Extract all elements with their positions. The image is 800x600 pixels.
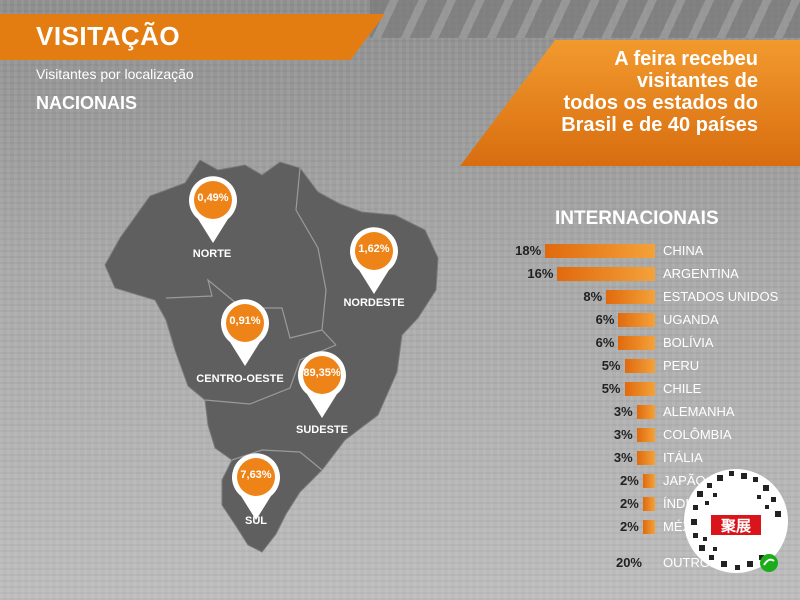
headline: A feira recebeu visitantes de todos os e… bbox=[540, 48, 758, 136]
bar bbox=[618, 336, 655, 350]
bar-category-label: JAPÃO bbox=[663, 473, 706, 488]
bar bbox=[642, 520, 655, 534]
bar-row: 18% CHINA bbox=[500, 241, 800, 261]
bar-row: 6% UGANDA bbox=[500, 310, 800, 330]
qr-badge-text: 聚展 bbox=[720, 517, 751, 535]
pin-sul: 7,63% bbox=[227, 452, 285, 522]
bar-category-label: CHINA bbox=[663, 243, 704, 258]
bar-value-label: 3% bbox=[613, 450, 633, 465]
bar-value-label: 3% bbox=[613, 427, 633, 442]
bar-value-label: 2% bbox=[620, 519, 639, 534]
pin-sudeste: 89,35% bbox=[293, 350, 351, 420]
bar bbox=[606, 290, 655, 304]
bar-category-label: PERU bbox=[663, 358, 700, 373]
bar bbox=[642, 474, 655, 488]
bar bbox=[636, 405, 655, 419]
bar-row: 5% CHILE bbox=[500, 379, 800, 399]
pin-norte: 0,49% bbox=[184, 175, 242, 245]
bar-value-label: 3% bbox=[613, 404, 633, 419]
headline-line: Brasil e de 40 países bbox=[561, 114, 758, 136]
bar-value-label: 8% bbox=[583, 289, 603, 304]
bar-value-label: 6% bbox=[595, 312, 615, 327]
bar-category-label: ARGENTINA bbox=[663, 266, 739, 281]
bar bbox=[618, 313, 655, 327]
bar bbox=[642, 497, 655, 511]
headline-line: A feira recebeu bbox=[614, 48, 758, 70]
bar-category-label: BOLÍVIA bbox=[663, 335, 714, 350]
title-banner bbox=[0, 14, 385, 60]
bar bbox=[624, 382, 655, 396]
bar-value-label: 6% bbox=[595, 335, 615, 350]
bar bbox=[624, 359, 655, 373]
map-pin-icon bbox=[189, 176, 237, 243]
page-subtitle: Visitantes por localização bbox=[36, 66, 194, 82]
bar-row: 5% PERU bbox=[500, 356, 800, 376]
region-label-sul: SUL bbox=[245, 515, 267, 527]
region-value: 0,49% bbox=[197, 192, 229, 204]
bar-category-label: ALEMANHA bbox=[663, 404, 735, 419]
bar bbox=[557, 267, 655, 281]
region-label-sudeste: SUDESTE bbox=[296, 424, 348, 436]
bar-value-label: 18% bbox=[515, 243, 542, 258]
bar-value-label: 2% bbox=[620, 473, 639, 488]
map-pin-icon bbox=[298, 351, 346, 418]
pin-nordeste: 1,62% bbox=[345, 226, 403, 296]
bar-row: 16% ARGENTINA bbox=[500, 264, 800, 284]
bar-category-label: ESTADOS UNIDOS bbox=[663, 289, 779, 304]
region-value: 1,62% bbox=[358, 243, 390, 255]
map-pin-icon bbox=[221, 299, 269, 366]
page-title: VISITAÇÃO bbox=[36, 21, 181, 51]
international-heading: INTERNACIONAIS bbox=[555, 208, 719, 229]
bar-row: 3% ALEMANHA bbox=[500, 402, 800, 422]
bar-row: 6% BOLÍVIA bbox=[500, 333, 800, 353]
region-label-centro-oeste: CENTRO-OESTE bbox=[196, 373, 284, 385]
map-pin-icon bbox=[350, 227, 398, 294]
region-label-norte: NORTE bbox=[192, 248, 232, 260]
region-value: 7,63% bbox=[240, 469, 272, 481]
map-pin-icon bbox=[232, 453, 280, 520]
region-label-nordeste: NORDESTE bbox=[343, 297, 405, 309]
region-value: 89,35% bbox=[303, 367, 341, 379]
headline-line: visitantes de bbox=[636, 70, 758, 92]
headline-line: todos os estados do bbox=[563, 92, 758, 114]
bar-row: 8% ESTADOS UNIDOS bbox=[500, 287, 800, 307]
bar-value-label: 5% bbox=[601, 358, 621, 373]
qr-code-badge: 聚展 bbox=[684, 469, 788, 573]
bar-category-label: UGANDA bbox=[663, 312, 719, 327]
bar bbox=[636, 428, 655, 442]
bar-category-label: ITÁLIA bbox=[663, 450, 703, 465]
bar bbox=[545, 244, 655, 258]
region-value: 0,91% bbox=[229, 315, 261, 327]
bar-value-label: 5% bbox=[601, 381, 621, 396]
bar bbox=[636, 451, 655, 465]
bar-row: 2% JAPÃO bbox=[500, 471, 800, 491]
top-stripe-band bbox=[370, 0, 800, 38]
bar-value-label: 16% bbox=[527, 266, 554, 281]
pin-centro-oeste: 0,91% bbox=[216, 298, 274, 368]
bar-value-label: 20% bbox=[615, 555, 642, 570]
bar-row: 3% COLÔMBIA bbox=[500, 425, 800, 445]
bar-category-label: COLÔMBIA bbox=[663, 427, 732, 442]
bar-row: 3% ITÁLIA bbox=[500, 448, 800, 468]
national-heading: NACIONAIS bbox=[36, 93, 138, 113]
bar-category-label: CHILE bbox=[663, 381, 702, 396]
bar-value-label: 2% bbox=[620, 496, 639, 511]
